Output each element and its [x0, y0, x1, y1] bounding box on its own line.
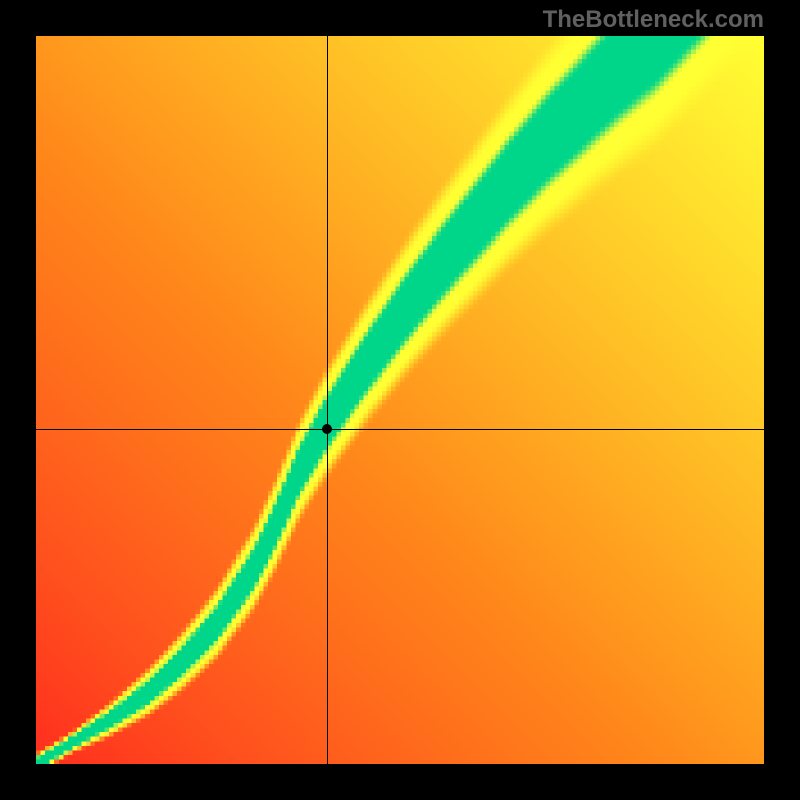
heatmap-canvas [36, 36, 764, 764]
crosshair-vertical [327, 36, 328, 764]
crosshair-marker [322, 424, 332, 434]
watermark-text: TheBottleneck.com [543, 6, 764, 34]
crosshair-horizontal [36, 429, 764, 430]
heatmap-plot [36, 36, 764, 764]
chart-frame: TheBottleneck.com [0, 0, 800, 800]
